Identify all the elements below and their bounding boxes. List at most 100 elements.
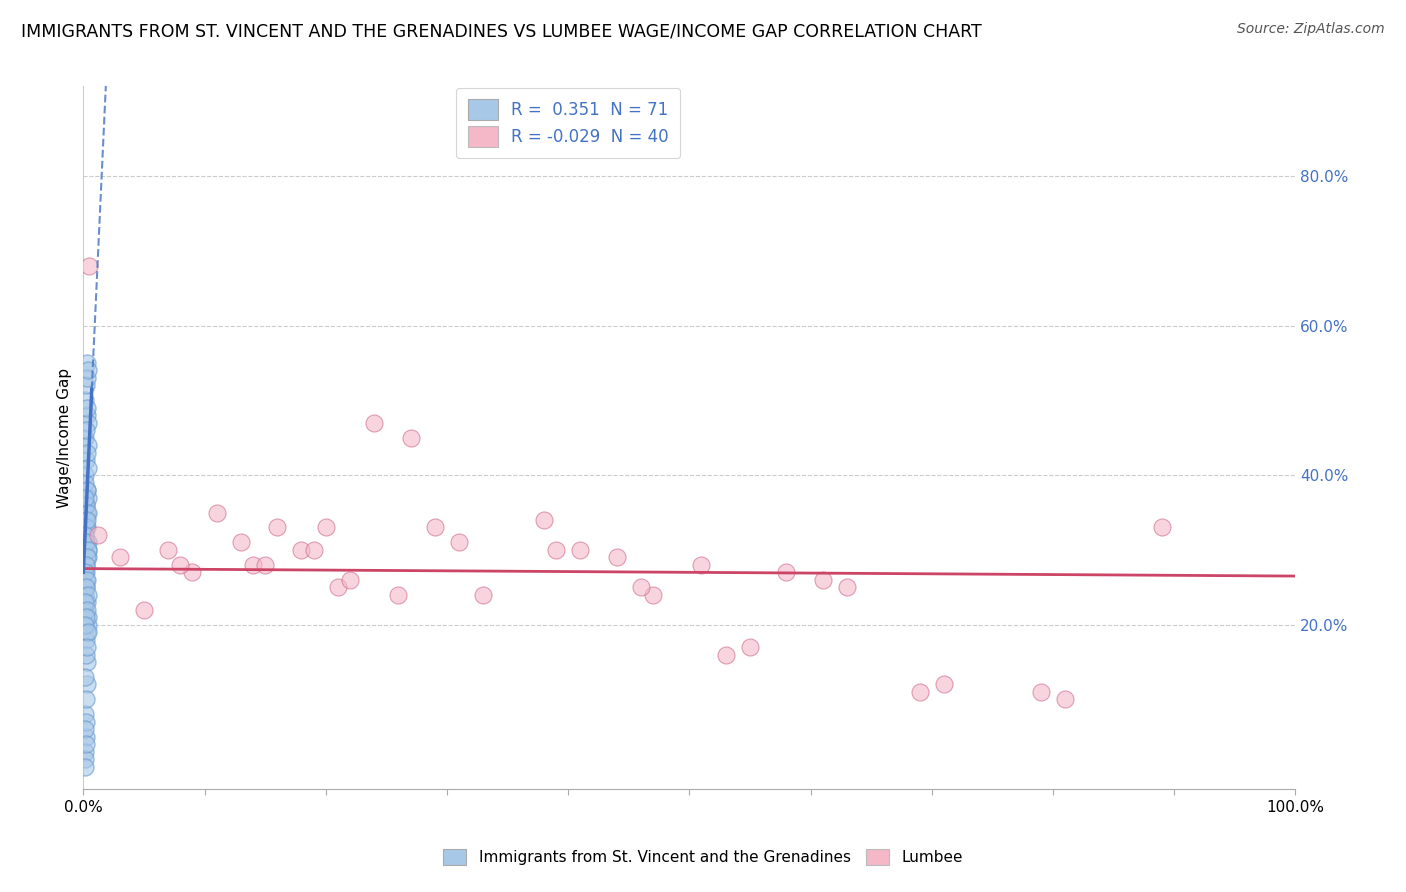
Point [76, 550, 98, 565]
Point [630, 580, 652, 594]
Point [75, 453, 97, 467]
Point [266, 520, 288, 534]
Point [908, 685, 931, 699]
Point [77, 438, 100, 452]
Point [73, 603, 96, 617]
Point [76, 655, 98, 669]
Point [76, 513, 98, 527]
Point [75, 378, 97, 392]
Point [76, 677, 98, 691]
Point [75, 498, 97, 512]
Point [75, 610, 97, 624]
Point [77, 550, 100, 565]
Point [75, 573, 97, 587]
Point [181, 566, 204, 580]
Point [75, 692, 97, 706]
Point [1152, 520, 1174, 534]
Point [73, 475, 96, 490]
Point [835, 580, 858, 594]
Point [738, 640, 761, 654]
Point [76, 603, 98, 617]
Point [75, 423, 97, 437]
Point [76, 625, 98, 640]
Point [472, 588, 495, 602]
Point [73, 528, 96, 542]
Point [77, 542, 100, 557]
Point [76, 573, 98, 587]
Point [544, 542, 567, 557]
Point [569, 542, 592, 557]
Point [73, 588, 96, 602]
Point [75, 648, 97, 662]
Point [315, 520, 337, 534]
Point [641, 588, 664, 602]
Point [76, 446, 98, 460]
Point [254, 558, 277, 572]
Point [76, 640, 98, 654]
Point [77, 588, 100, 602]
Point [76, 520, 98, 534]
Point [229, 535, 252, 549]
Point [75, 580, 97, 594]
Point [932, 677, 955, 691]
Point [73, 393, 96, 408]
Point [73, 752, 96, 766]
Point [75, 558, 97, 572]
Point [75, 513, 97, 527]
Point [77, 506, 100, 520]
Point [76, 356, 98, 370]
Point [76, 371, 98, 385]
Point [1054, 692, 1077, 706]
Point [339, 573, 361, 587]
Point [76, 483, 98, 497]
Point [77, 491, 100, 505]
Point [690, 558, 713, 572]
Point [79, 259, 101, 273]
Point [73, 431, 96, 445]
Point [169, 558, 191, 572]
Y-axis label: Wage/Income Gap: Wage/Income Gap [58, 368, 72, 508]
Point [775, 566, 797, 580]
Point [606, 550, 628, 565]
Point [449, 535, 471, 549]
Point [73, 670, 96, 684]
Legend: R =  0.351  N = 71, R = -0.029  N = 40: R = 0.351 N = 71, R = -0.029 N = 40 [456, 87, 681, 159]
Point [76, 409, 98, 423]
Point [73, 617, 96, 632]
Point [1029, 685, 1052, 699]
Point [714, 648, 737, 662]
Point [205, 506, 228, 520]
Point [77, 625, 100, 640]
Point [73, 723, 96, 737]
Point [290, 542, 312, 557]
Text: Source: ZipAtlas.com: Source: ZipAtlas.com [1237, 22, 1385, 37]
Point [76, 506, 98, 520]
Point [77, 416, 100, 430]
Point [73, 566, 96, 580]
Legend: Immigrants from St. Vincent and the Grenadines, Lumbee: Immigrants from St. Vincent and the Gren… [437, 843, 969, 871]
Point [75, 580, 97, 594]
Point [75, 730, 97, 744]
Point [73, 707, 96, 722]
Point [75, 558, 97, 572]
Point [75, 520, 97, 534]
Point [75, 737, 97, 751]
Point [73, 595, 96, 609]
Point [76, 401, 98, 415]
Point [75, 498, 97, 512]
Point [423, 520, 446, 534]
Point [73, 468, 96, 483]
Point [75, 632, 97, 647]
Point [302, 542, 325, 557]
Point [387, 588, 409, 602]
Point [75, 535, 97, 549]
Point [77, 363, 100, 377]
Point [77, 610, 100, 624]
Point [75, 566, 97, 580]
Point [73, 745, 96, 759]
Point [811, 573, 834, 587]
Point [75, 714, 97, 729]
Point [533, 513, 555, 527]
Point [157, 542, 180, 557]
Point [242, 558, 264, 572]
